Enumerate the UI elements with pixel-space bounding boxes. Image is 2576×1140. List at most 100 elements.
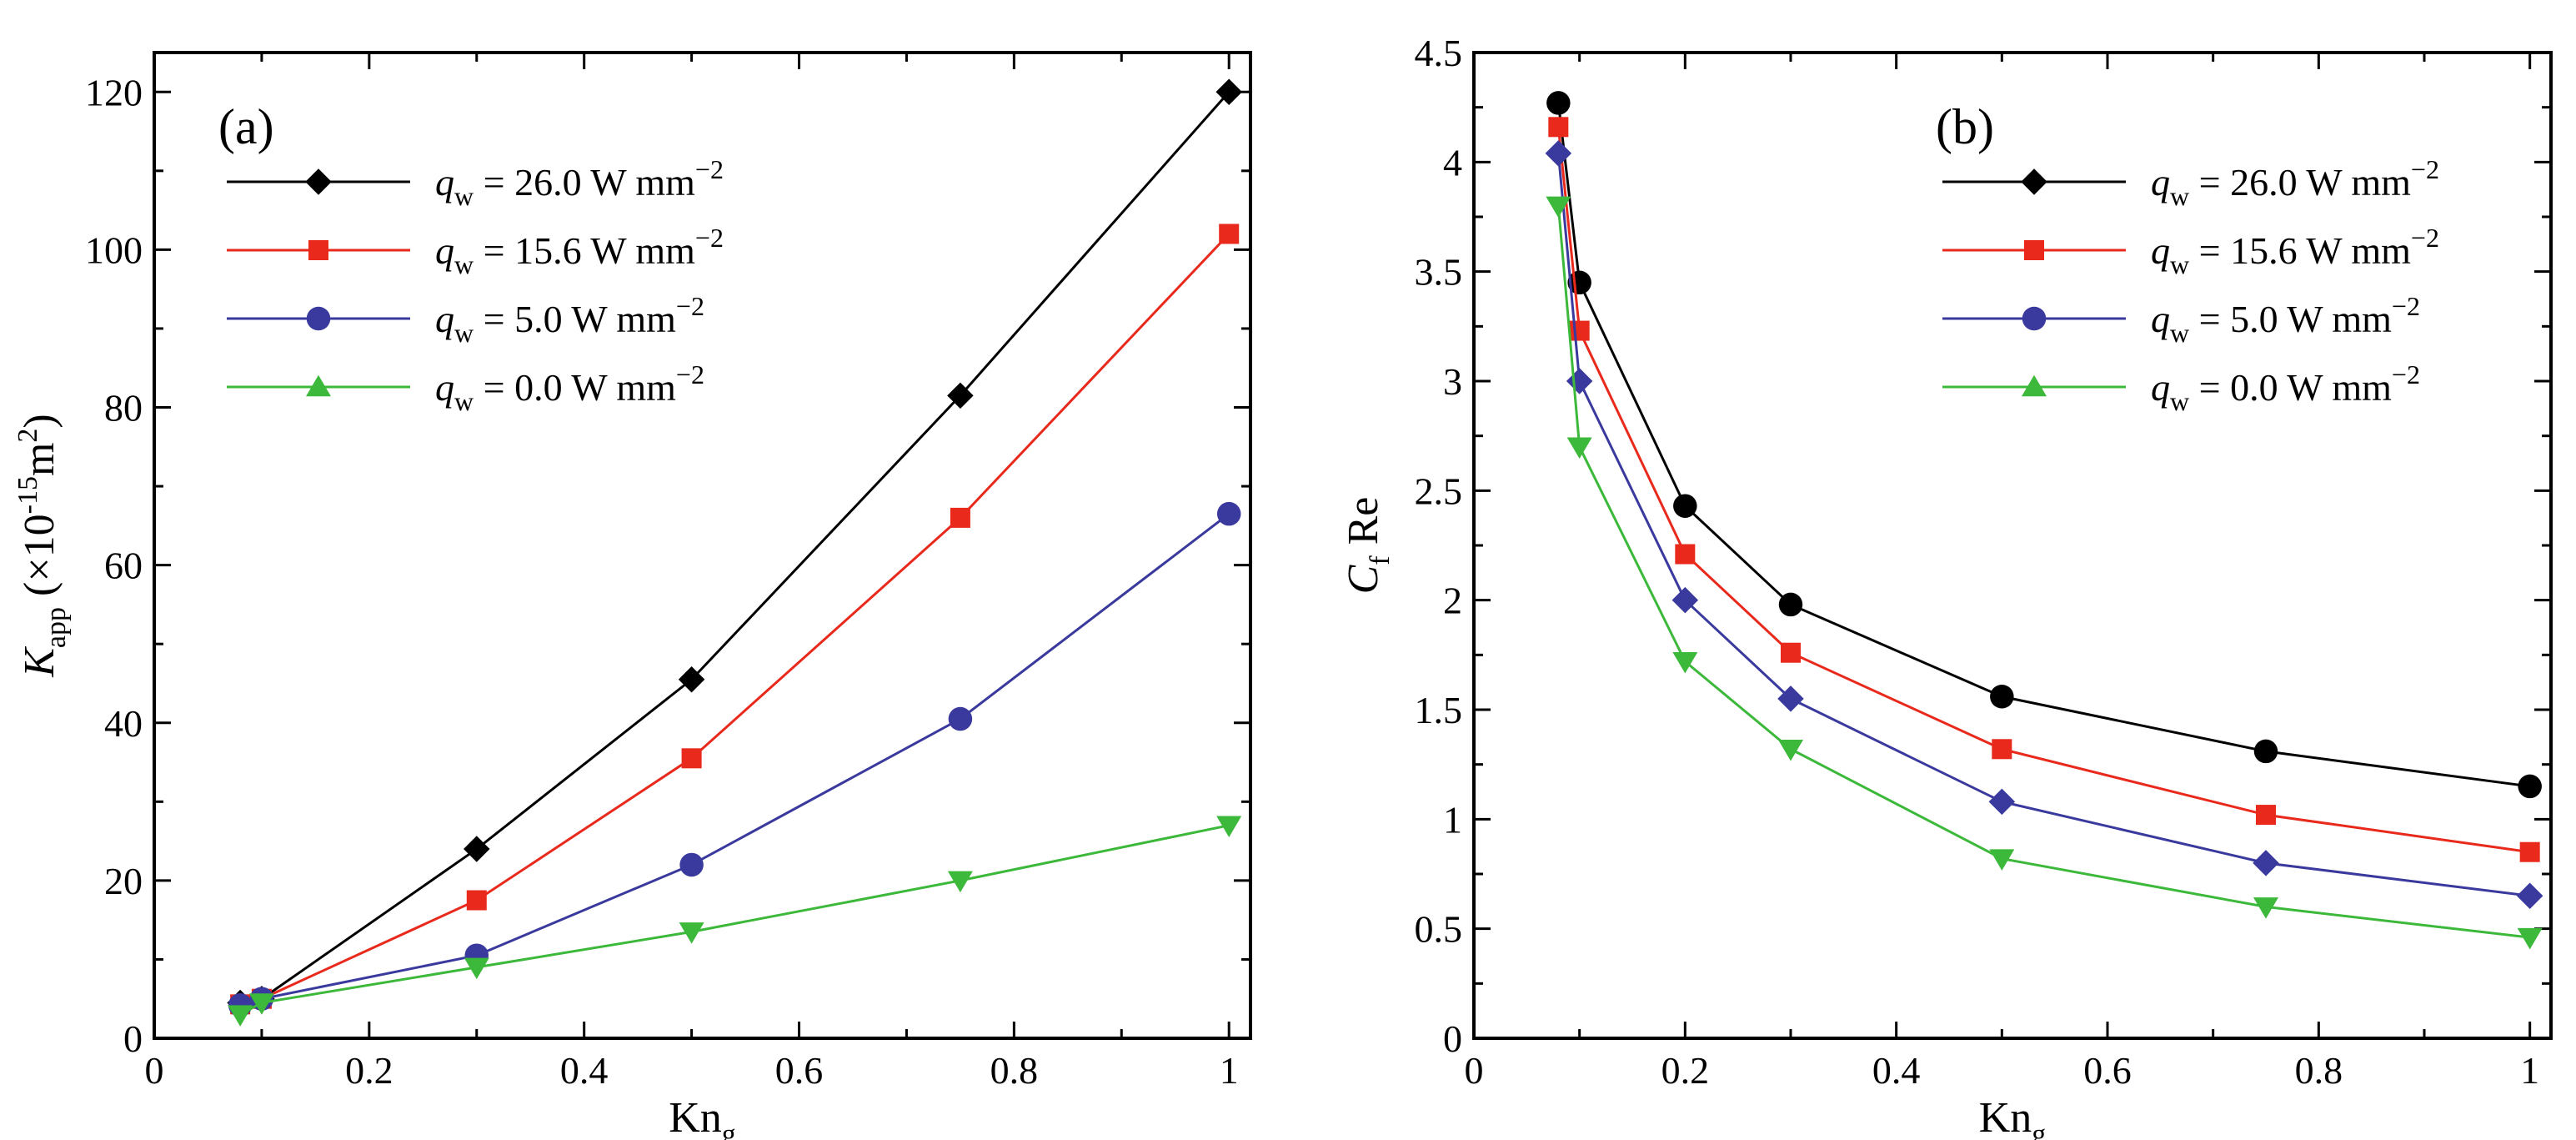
panel-b: 0 0.2 0.4 0.6 0.8 1 0 0.5 1 1.5 2 2.5 3 3.5 4 4.5 Kng Cf … xyxy=(1340,32,2553,1140)
y-tick-label: 2.5 xyxy=(1415,470,1463,512)
data-point xyxy=(1672,651,1698,674)
plot-frame xyxy=(153,51,1252,1040)
x-tick-label: 0.6 xyxy=(775,1049,824,1092)
series-5-0 xyxy=(228,501,1241,1017)
series-line xyxy=(239,512,1230,1007)
data-point xyxy=(2256,805,2276,826)
legend-entry: qw = 26.0 W mm−2 xyxy=(227,154,724,211)
series-line xyxy=(239,824,1230,1016)
series-5-0 xyxy=(1545,140,2543,910)
series-0-0 xyxy=(228,816,1242,1027)
legend-marker xyxy=(2022,306,2047,331)
data-point xyxy=(1545,140,1572,167)
data-point xyxy=(947,382,974,409)
panel-label: (b) xyxy=(1936,99,1994,154)
x-tick-label: 0 xyxy=(1465,1049,1484,1092)
data-point xyxy=(1569,320,1590,341)
x-axis-title: Kng xyxy=(669,1094,736,1140)
data-point xyxy=(1778,592,1803,617)
series-26-0 xyxy=(1546,91,2542,799)
y-tick-label: 0.5 xyxy=(1415,908,1463,951)
data-point xyxy=(1778,740,1803,761)
data-point xyxy=(1216,816,1242,837)
legend-marker xyxy=(306,374,331,397)
data-point xyxy=(1216,501,1241,526)
data-point xyxy=(1988,788,2016,816)
x-tick-label: 0.2 xyxy=(345,1049,393,1092)
legend-marker xyxy=(2021,168,2047,195)
data-point xyxy=(464,836,490,862)
x-tick-label: 0.8 xyxy=(990,1049,1039,1092)
y-axis-title: Kapp (×10-15m2) xyxy=(13,414,72,678)
legend-entry: qw = 5.0 W mm−2 xyxy=(227,291,704,348)
legend-label: qw = 0.0 W mm−2 xyxy=(2151,359,2420,416)
data-point xyxy=(679,922,704,944)
data-point xyxy=(1673,494,1697,518)
legend-label: qw = 5.0 W mm−2 xyxy=(2151,291,2420,348)
data-point xyxy=(2516,882,2543,910)
data-point xyxy=(681,748,702,769)
data-point xyxy=(947,871,973,893)
data-point xyxy=(1990,684,2014,709)
legend-label: qw = 26.0 W mm−2 xyxy=(2151,154,2439,211)
y-tick-label: 40 xyxy=(104,702,143,745)
data-point xyxy=(2518,774,2542,799)
legend-marker xyxy=(2022,374,2047,397)
y-tick-label: 1 xyxy=(1443,798,1462,841)
data-point xyxy=(1215,78,1242,106)
y-tick-label: 3 xyxy=(1443,360,1462,403)
y-tick-label: 120 xyxy=(85,71,143,113)
x-tick-label: 0.4 xyxy=(1872,1049,1921,1092)
y-tick-label: 0 xyxy=(123,1017,143,1060)
y-tick-label: 60 xyxy=(104,545,143,587)
data-point xyxy=(1989,849,2015,871)
data-point xyxy=(1546,196,1571,218)
y-tick-label: 4 xyxy=(1443,141,1462,183)
series-15-6 xyxy=(1548,117,2540,862)
data-point xyxy=(2253,897,2278,919)
data-point xyxy=(1781,642,1801,663)
data-point xyxy=(466,890,487,911)
data-point xyxy=(248,993,274,1015)
data-point xyxy=(2517,927,2543,950)
legend-label: qw = 15.6 W mm−2 xyxy=(2151,223,2439,279)
data-point xyxy=(1546,91,1571,115)
data-point xyxy=(1992,739,2012,760)
series-26-0 xyxy=(227,78,1242,1017)
y-tick-label: 0 xyxy=(1443,1017,1462,1060)
legend-entry: qw = 0.0 W mm−2 xyxy=(227,359,704,416)
y-tick-label: 20 xyxy=(104,860,143,902)
y-tick-label: 4.5 xyxy=(1415,32,1463,74)
x-tick-label: 0.8 xyxy=(2295,1049,2343,1092)
legend-label: qw = 0.0 W mm−2 xyxy=(435,359,704,416)
x-tick-label: 1 xyxy=(2520,1049,2539,1092)
series-line xyxy=(1556,103,2530,788)
data-point xyxy=(2253,850,2279,876)
legend-entry: qw = 0.0 W mm−2 xyxy=(1942,359,2420,416)
y-axis-title: Cf Re xyxy=(1340,497,1396,595)
data-point xyxy=(679,852,704,877)
series-line xyxy=(239,91,1230,1004)
data-point xyxy=(1219,223,1240,244)
legend-entry: qw = 15.6 W mm−2 xyxy=(227,223,724,279)
legend-marker xyxy=(305,168,332,195)
y-tick-label: 1.5 xyxy=(1415,689,1463,731)
legend-entry: qw = 15.6 W mm−2 xyxy=(1942,223,2439,279)
data-point xyxy=(1675,544,1696,565)
legend: qw = 26.0 W mm−2 qw = 15.6 W mm−2 qw = 5.0… xyxy=(1942,154,2439,416)
legend-marker xyxy=(306,306,331,331)
y-tick-label: 2 xyxy=(1443,580,1462,622)
data-point xyxy=(1566,437,1592,460)
x-tick-label: 0.2 xyxy=(1661,1049,1710,1092)
x-tick-label: 1 xyxy=(1220,1049,1239,1092)
y-tick-label: 3.5 xyxy=(1415,251,1463,294)
series-0-0 xyxy=(1546,196,2543,950)
legend-entry: qw = 5.0 W mm−2 xyxy=(1942,291,2420,348)
legend-entry: qw = 26.0 W mm−2 xyxy=(1942,154,2439,211)
panel-a: 0 0.2 0.4 0.6 0.8 1 0 20 40 60 80 100 120 Kng Kapp (×1… xyxy=(13,51,1252,1140)
data-point xyxy=(1777,686,1804,712)
legend-label: qw = 26.0 W mm−2 xyxy=(435,154,724,211)
data-point xyxy=(2519,841,2540,862)
data-point xyxy=(1671,586,1699,614)
